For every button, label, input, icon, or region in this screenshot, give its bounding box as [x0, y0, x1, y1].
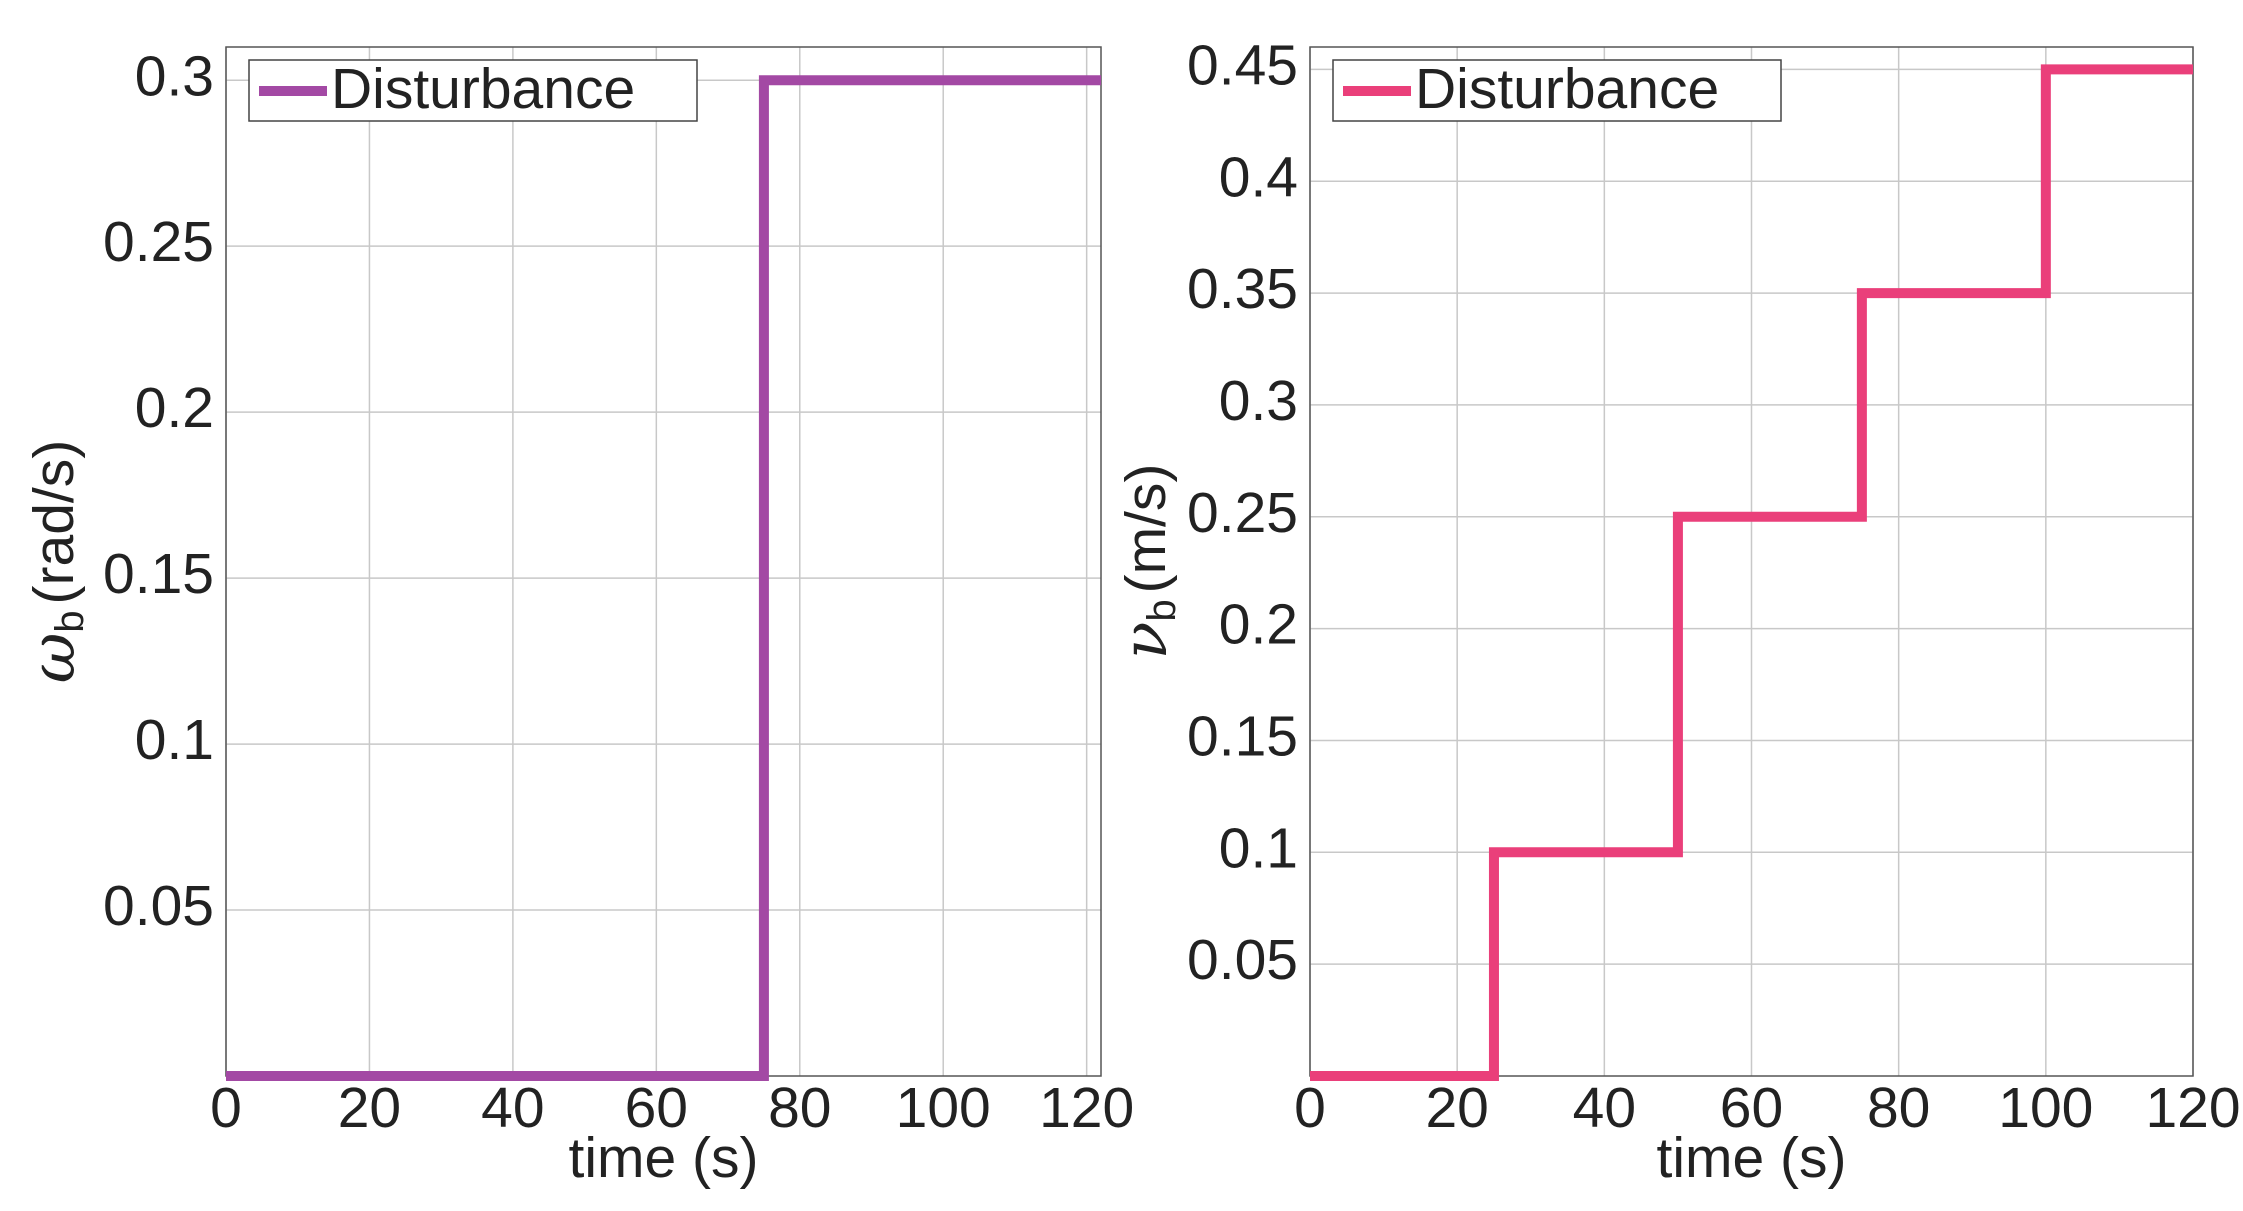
y-tick-label: 0.1 — [135, 708, 214, 772]
data-line — [1310, 64, 2193, 1081]
x-tick-label: 120 — [2145, 1076, 2240, 1140]
y-tick-label: 0.2 — [135, 376, 214, 440]
legend-label: Disturbance — [331, 57, 635, 121]
x-tick-label: 0 — [1294, 1076, 1326, 1140]
y-tick-label: 0.25 — [103, 210, 214, 274]
y-tick-label: 0.15 — [103, 542, 214, 606]
y-tick-label: 0.1 — [1219, 816, 1298, 880]
x-tick-label: 60 — [1720, 1076, 1783, 1140]
y-axis-subscript: b — [1140, 599, 1184, 621]
legend-label: Disturbance — [1415, 57, 1719, 121]
y-tick-label: 0.05 — [103, 874, 214, 938]
x-tick-label: 40 — [1573, 1076, 1636, 1140]
x-tick-label: 40 — [481, 1076, 544, 1140]
x-tick-label: 20 — [338, 1076, 401, 1140]
x-axis-label: time (s) — [1657, 1126, 1847, 1190]
y-axis-unit: (rad/s) — [22, 440, 86, 605]
y-tick-label: 0.05 — [1187, 928, 1298, 992]
y-tick-label: 0.45 — [1187, 33, 1298, 97]
x-axis-label: time (s) — [569, 1126, 759, 1190]
axes-frame — [1309, 46, 2194, 1077]
data-line — [226, 75, 1101, 1081]
y-tick-label: 0.3 — [1219, 369, 1298, 433]
x-tick-label: 20 — [1425, 1076, 1488, 1140]
plot-area — [226, 47, 1101, 1076]
y-axis-symbol: ν — [1108, 622, 1181, 660]
y-tick-label: 0.4 — [1219, 145, 1298, 209]
x-tick-label: 80 — [1867, 1076, 1930, 1140]
x-tick-label: 60 — [625, 1076, 688, 1140]
x-tick-label: 80 — [768, 1076, 831, 1140]
y-axis-subscript: b — [48, 610, 92, 632]
y-axis-symbol: ω — [16, 633, 89, 684]
y-tick-label: 0.2 — [1219, 593, 1298, 657]
y-axis-unit: (m/s) — [1114, 464, 1178, 594]
y-tick-label: 0.25 — [1187, 481, 1298, 545]
y-axis-label: ωb (rad/s) — [16, 440, 91, 684]
y-tick-label: 0.3 — [135, 44, 214, 108]
y-tick-label: 0.35 — [1187, 257, 1298, 321]
x-tick-label: 120 — [1039, 1076, 1134, 1140]
y-tick-label: 0.15 — [1187, 705, 1298, 769]
y-axis-label: νb (m/s) — [1108, 464, 1183, 660]
x-tick-label: 100 — [896, 1076, 991, 1140]
x-tick-label: 100 — [1998, 1076, 2093, 1140]
x-tick-label: 0 — [210, 1076, 242, 1140]
